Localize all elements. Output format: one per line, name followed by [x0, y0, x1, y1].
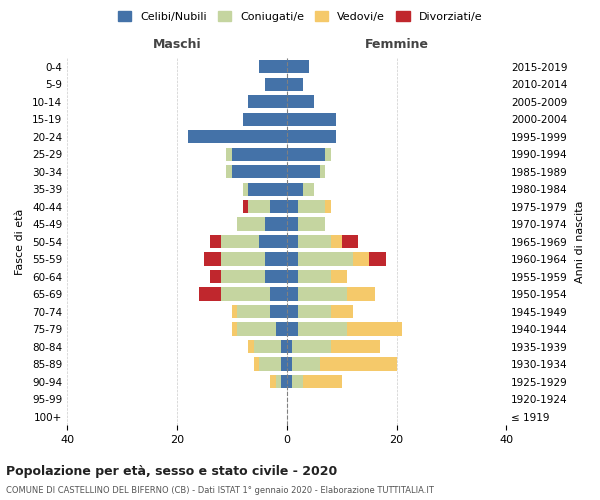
Bar: [281, 375, 287, 388]
Bar: [298, 252, 353, 266]
Bar: [265, 270, 287, 283]
Bar: [298, 200, 325, 213]
Bar: [243, 182, 248, 196]
Legend: Celibi/Nubili, Coniugati/e, Vedovi/e, Divorziati/e: Celibi/Nubili, Coniugati/e, Vedovi/e, Di…: [115, 8, 485, 25]
Bar: [298, 288, 347, 300]
Bar: [270, 375, 276, 388]
Bar: [287, 165, 320, 178]
Bar: [254, 358, 259, 370]
Bar: [243, 200, 248, 213]
Bar: [287, 78, 303, 90]
Bar: [287, 182, 303, 196]
Bar: [287, 375, 292, 388]
Bar: [325, 200, 331, 213]
Bar: [210, 270, 221, 283]
Bar: [287, 305, 298, 318]
Bar: [276, 322, 287, 336]
Bar: [298, 305, 331, 318]
Bar: [265, 252, 287, 266]
Bar: [210, 235, 221, 248]
Bar: [292, 340, 331, 353]
Text: Femmine: Femmine: [365, 38, 428, 51]
Text: COMUNE DI CASTELLINO DEL BIFERNO (CB) - Dati ISTAT 1° gennaio 2020 - Elaborazion: COMUNE DI CASTELLINO DEL BIFERNO (CB) - …: [6, 486, 434, 495]
Bar: [270, 200, 287, 213]
Bar: [232, 148, 287, 160]
Bar: [287, 148, 325, 160]
Bar: [276, 375, 281, 388]
Bar: [238, 218, 265, 230]
Bar: [331, 305, 353, 318]
Bar: [320, 358, 397, 370]
Bar: [232, 165, 287, 178]
Bar: [325, 148, 331, 160]
Bar: [226, 148, 232, 160]
Bar: [287, 288, 298, 300]
Bar: [232, 322, 238, 336]
Bar: [287, 340, 292, 353]
Bar: [188, 130, 287, 143]
Bar: [287, 270, 298, 283]
Bar: [298, 322, 347, 336]
Bar: [287, 60, 309, 73]
Bar: [287, 95, 314, 108]
Bar: [287, 130, 336, 143]
Bar: [287, 200, 298, 213]
Bar: [248, 340, 254, 353]
Bar: [259, 358, 281, 370]
Bar: [347, 288, 374, 300]
Bar: [221, 270, 265, 283]
Bar: [353, 252, 369, 266]
Bar: [238, 305, 270, 318]
Bar: [292, 358, 320, 370]
Bar: [259, 60, 287, 73]
Bar: [248, 95, 287, 108]
Bar: [265, 218, 287, 230]
Y-axis label: Fasce di età: Fasce di età: [15, 208, 25, 274]
Bar: [303, 375, 341, 388]
Bar: [232, 305, 238, 318]
Bar: [287, 252, 298, 266]
Bar: [243, 112, 287, 126]
Bar: [369, 252, 386, 266]
Bar: [331, 270, 347, 283]
Bar: [281, 358, 287, 370]
Bar: [221, 288, 270, 300]
Bar: [270, 305, 287, 318]
Bar: [248, 182, 287, 196]
Bar: [248, 200, 270, 213]
Bar: [238, 322, 276, 336]
Bar: [221, 252, 265, 266]
Bar: [287, 322, 298, 336]
Bar: [270, 288, 287, 300]
Bar: [331, 340, 380, 353]
Bar: [226, 165, 232, 178]
Bar: [298, 235, 331, 248]
Text: Maschi: Maschi: [152, 38, 201, 51]
Bar: [287, 358, 292, 370]
Bar: [287, 218, 298, 230]
Y-axis label: Anni di nascita: Anni di nascita: [575, 200, 585, 283]
Bar: [331, 235, 341, 248]
Bar: [199, 288, 221, 300]
Bar: [341, 235, 358, 248]
Bar: [254, 340, 281, 353]
Bar: [298, 218, 325, 230]
Bar: [205, 252, 221, 266]
Bar: [265, 78, 287, 90]
Bar: [287, 112, 336, 126]
Bar: [281, 340, 287, 353]
Bar: [221, 235, 259, 248]
Bar: [292, 375, 303, 388]
Bar: [298, 270, 331, 283]
Bar: [347, 322, 402, 336]
Bar: [259, 235, 287, 248]
Bar: [303, 182, 314, 196]
Bar: [287, 235, 298, 248]
Bar: [320, 165, 325, 178]
Text: Popolazione per età, sesso e stato civile - 2020: Popolazione per età, sesso e stato civil…: [6, 464, 337, 477]
